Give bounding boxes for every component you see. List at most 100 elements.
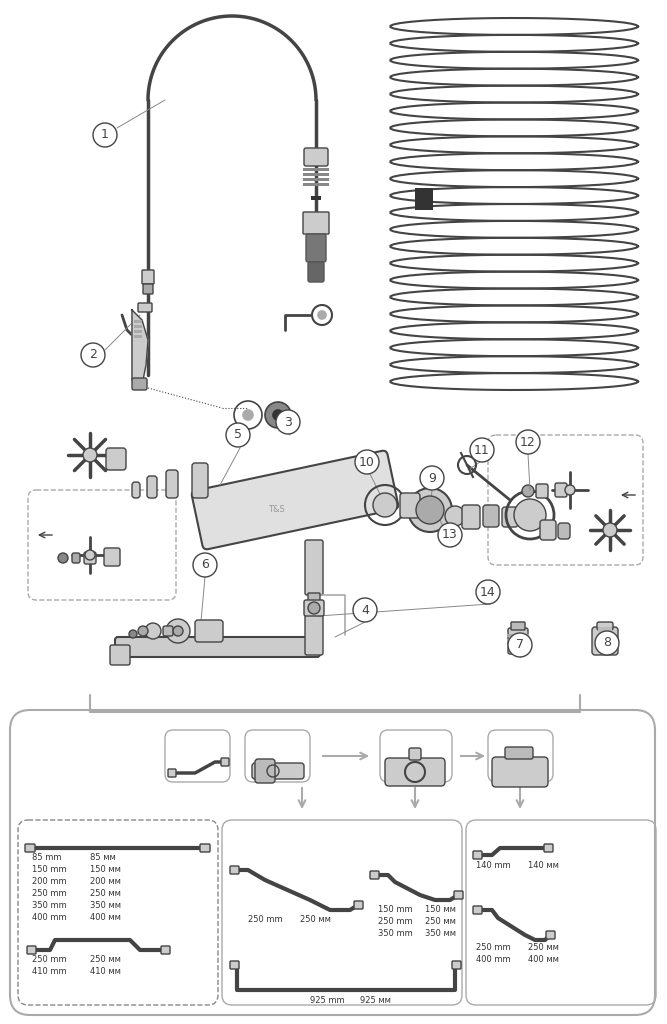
Text: 150 mm: 150 mm [378, 905, 413, 914]
Text: 250 mm: 250 mm [32, 955, 67, 964]
FancyBboxPatch shape [385, 758, 445, 786]
Circle shape [226, 423, 250, 447]
FancyBboxPatch shape [511, 622, 525, 630]
Circle shape [565, 485, 575, 495]
Circle shape [522, 485, 534, 497]
Circle shape [276, 410, 300, 434]
FancyBboxPatch shape [508, 628, 528, 654]
FancyBboxPatch shape [558, 523, 570, 539]
Circle shape [603, 523, 617, 537]
Circle shape [438, 523, 462, 547]
Circle shape [93, 123, 117, 147]
Text: 85 мм: 85 мм [90, 853, 116, 862]
Bar [303, 183, 329, 186]
Text: 150 mm: 150 mm [32, 865, 67, 874]
Circle shape [138, 626, 148, 636]
Circle shape [308, 602, 320, 614]
Text: T&S: T&S [268, 505, 285, 514]
FancyBboxPatch shape [143, 284, 153, 294]
Text: 85 mm: 85 mm [32, 853, 61, 862]
Text: 150 мм: 150 мм [425, 905, 456, 914]
Circle shape [416, 496, 444, 524]
Text: 350 мм: 350 мм [90, 901, 121, 910]
FancyBboxPatch shape [147, 476, 157, 498]
Circle shape [516, 430, 540, 454]
FancyBboxPatch shape [304, 148, 328, 166]
Bar [311, 196, 321, 200]
Text: 2: 2 [89, 348, 97, 361]
Circle shape [273, 410, 283, 420]
FancyBboxPatch shape [221, 758, 229, 766]
FancyBboxPatch shape [308, 262, 324, 282]
Text: 250 mm: 250 mm [378, 918, 413, 926]
FancyBboxPatch shape [106, 449, 126, 470]
FancyBboxPatch shape [161, 946, 170, 954]
Circle shape [353, 598, 377, 622]
Bar [134, 325, 142, 328]
Circle shape [58, 553, 68, 563]
Polygon shape [132, 310, 148, 380]
FancyBboxPatch shape [27, 946, 36, 954]
Text: 250 мм: 250 мм [528, 943, 559, 952]
FancyBboxPatch shape [546, 931, 555, 939]
Text: 150 мм: 150 мм [90, 865, 121, 874]
FancyBboxPatch shape [462, 505, 480, 529]
Circle shape [595, 631, 619, 655]
Text: 200 mm: 200 mm [32, 877, 67, 886]
FancyBboxPatch shape [230, 961, 239, 969]
Circle shape [81, 343, 105, 367]
Text: 250 mm: 250 mm [32, 889, 67, 898]
Text: 250 мм: 250 мм [90, 889, 121, 898]
Bar [507, 634, 529, 637]
Text: 5: 5 [234, 428, 242, 441]
FancyBboxPatch shape [192, 463, 208, 498]
FancyBboxPatch shape [308, 593, 320, 601]
Bar [598, 627, 612, 637]
FancyBboxPatch shape [104, 548, 120, 566]
FancyBboxPatch shape [255, 759, 275, 783]
Circle shape [408, 488, 452, 532]
Bar [303, 168, 329, 171]
FancyBboxPatch shape [115, 637, 320, 657]
Circle shape [514, 499, 546, 531]
Text: 250 мм: 250 мм [300, 915, 331, 924]
Circle shape [129, 630, 137, 638]
Circle shape [476, 580, 500, 604]
Text: 200 мм: 200 мм [90, 877, 121, 886]
Text: 1: 1 [101, 128, 109, 141]
FancyBboxPatch shape [540, 520, 556, 540]
Bar [134, 330, 142, 333]
Circle shape [85, 550, 95, 560]
FancyBboxPatch shape [110, 645, 130, 665]
FancyBboxPatch shape [163, 626, 173, 636]
FancyBboxPatch shape [305, 615, 323, 655]
FancyBboxPatch shape [303, 212, 329, 234]
FancyBboxPatch shape [252, 763, 304, 779]
FancyBboxPatch shape [555, 483, 567, 497]
Circle shape [420, 466, 444, 490]
FancyBboxPatch shape [192, 451, 398, 549]
Text: 140 mm: 140 mm [476, 861, 511, 870]
Bar [415, 188, 433, 210]
Text: 7: 7 [516, 639, 524, 651]
Text: 400 мм: 400 мм [90, 913, 121, 922]
FancyBboxPatch shape [505, 746, 533, 759]
FancyBboxPatch shape [400, 493, 420, 518]
FancyBboxPatch shape [166, 470, 178, 498]
FancyBboxPatch shape [409, 748, 421, 760]
Circle shape [373, 493, 397, 517]
Text: 925 мм: 925 мм [360, 996, 391, 1005]
FancyBboxPatch shape [138, 303, 152, 312]
Text: 400 mm: 400 mm [476, 955, 511, 964]
Text: 400 мм: 400 мм [528, 955, 559, 964]
FancyBboxPatch shape [473, 906, 482, 914]
FancyBboxPatch shape [592, 627, 618, 655]
FancyBboxPatch shape [502, 507, 518, 527]
FancyBboxPatch shape [354, 901, 363, 909]
Text: 350 мм: 350 мм [425, 929, 456, 938]
Text: 350 mm: 350 mm [32, 901, 67, 910]
Text: 250 mm: 250 mm [248, 915, 283, 924]
FancyBboxPatch shape [72, 553, 80, 563]
FancyBboxPatch shape [370, 871, 379, 879]
Circle shape [83, 449, 97, 462]
